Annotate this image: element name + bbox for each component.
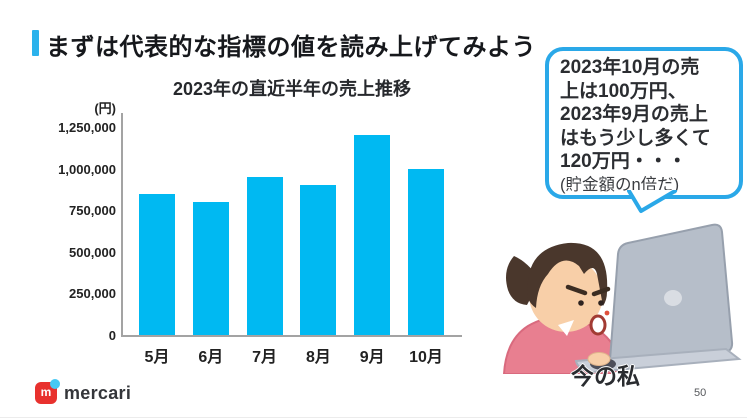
x-tick-label: 6月 [198, 349, 224, 366]
bar-7月 [246, 176, 283, 335]
bar-5月 [139, 193, 175, 335]
y-tick-label: 0 [108, 328, 116, 343]
y-axis-line [121, 113, 123, 336]
speech-bubble-tail [627, 190, 677, 213]
x-tick-label: 9月 [359, 349, 385, 366]
bar-6月 [192, 201, 229, 335]
page-number: 50 [694, 387, 707, 399]
x-axis-line [121, 335, 462, 337]
y-tick-label: 1,250,000 [58, 120, 116, 135]
illustration-caption: 今の私 [571, 363, 640, 389]
mercari-logo-icon: m [35, 379, 60, 404]
y-tick-label: 250,000 [69, 286, 116, 302]
speech-bubble-note: (貯金額のn倍だ) [560, 175, 680, 194]
x-tick-label: 10月 [409, 349, 443, 366]
bar-8月 [300, 185, 337, 335]
bottom-divider [0, 417, 747, 418]
y-tick-label: 500,000 [69, 244, 116, 260]
mercari-logo-text: mercari [64, 382, 132, 403]
x-tick-label: 7月 [252, 349, 278, 366]
bar-10月 [408, 168, 444, 335]
speech-bubble: 2023年10月の売 上は100万円、 2023年9月の売上 はもう少し多くて … [545, 47, 743, 213]
mercari-logo-dot [50, 379, 60, 389]
y-tick-label: 750,000 [69, 203, 116, 219]
person-at-laptop-illustration [502, 223, 742, 375]
x-tick-label: 8月 [305, 349, 331, 366]
chart-title: 2023年の直近半年の売上推移 [172, 79, 412, 99]
speech-bubble-text: 2023年10月の売 上は100万円、 2023年9月の売上 はもう少し多くて … [560, 57, 711, 172]
bar-9月 [354, 135, 391, 335]
y-axis-unit-label: (円) [94, 101, 116, 116]
title-accent-bar [32, 30, 39, 56]
y-tick-label: 1,000,000 [58, 161, 116, 177]
x-tick-label: 5月 [144, 349, 170, 366]
page-title: まずは代表的な指標の値を読み上げてみよう [46, 34, 536, 61]
mercari-logo: m mercari [35, 379, 132, 404]
